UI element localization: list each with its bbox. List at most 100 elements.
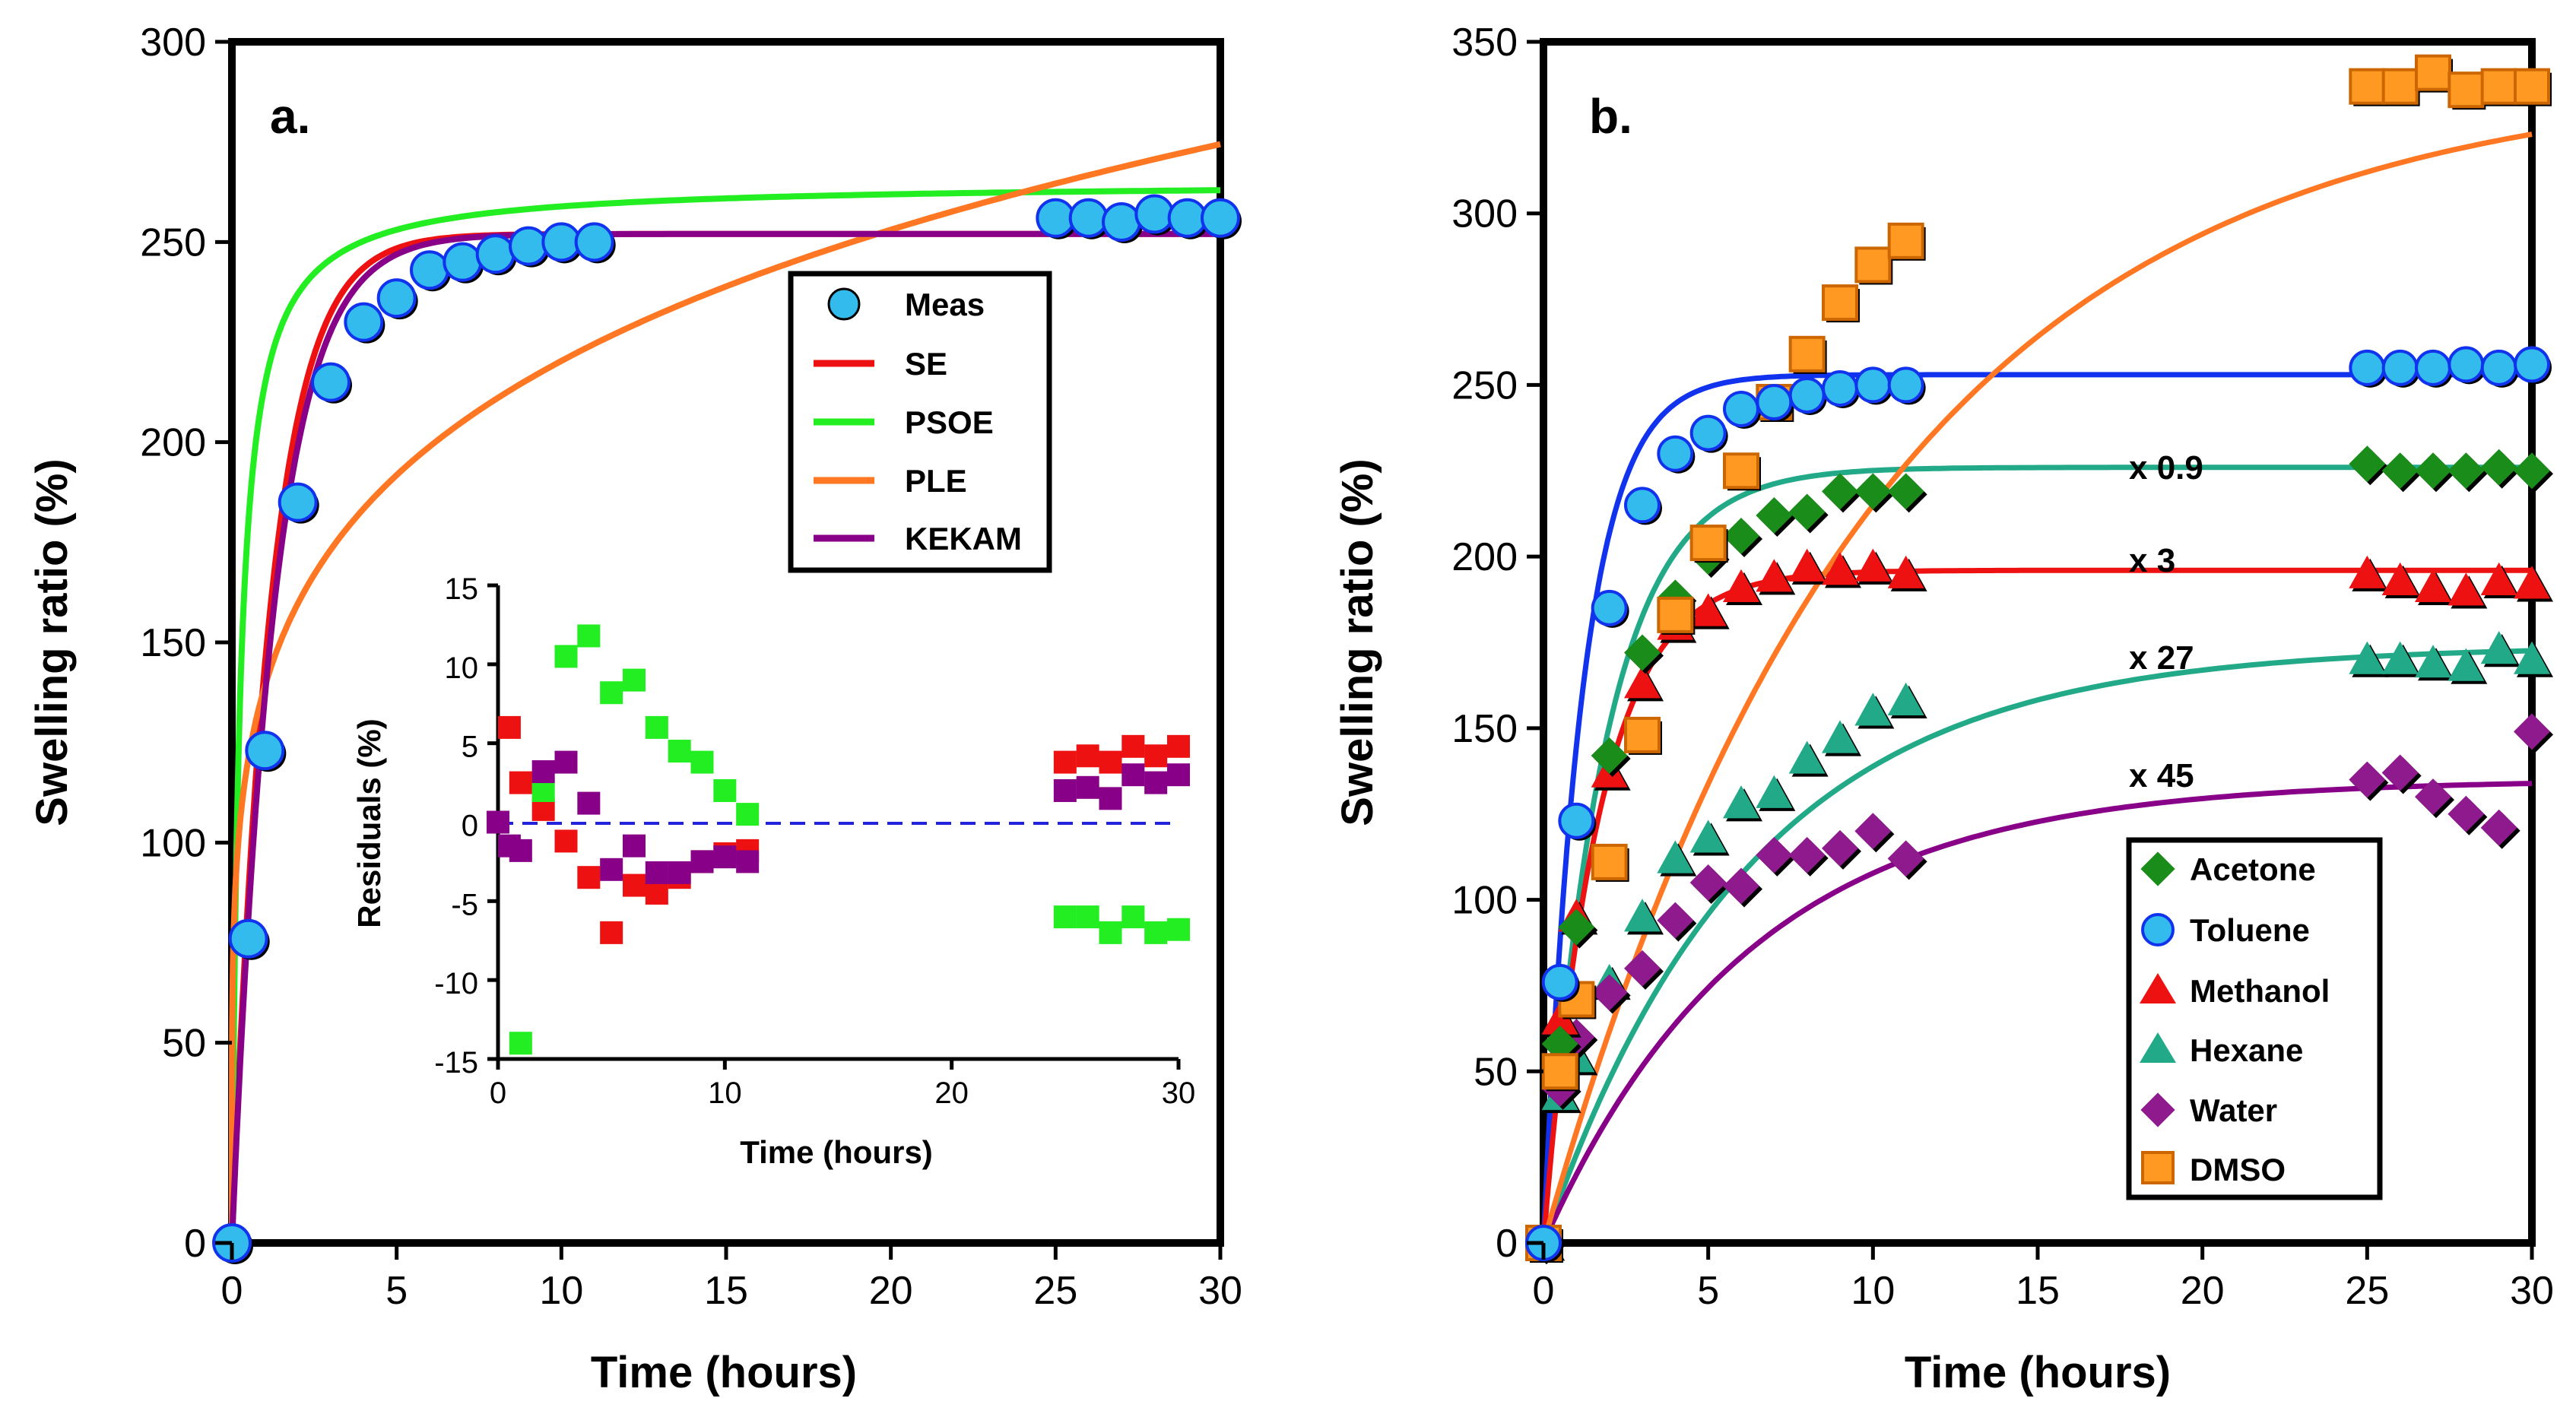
data-point-water bbox=[2381, 754, 2419, 791]
residual-point-psoe bbox=[1053, 905, 1077, 929]
legend-hexane-label: Hexane bbox=[2190, 1032, 2303, 1068]
data-point-hexane bbox=[1822, 720, 1858, 753]
meas-point bbox=[410, 250, 449, 290]
data-point-toluene bbox=[2415, 349, 2451, 386]
data-point-methanol bbox=[1723, 569, 1759, 602]
residual-point-psoe bbox=[736, 803, 760, 826]
panel-b-x-axis-label: Time (hours) bbox=[1905, 1348, 2171, 1397]
data-point-dmso bbox=[1723, 452, 1759, 490]
residual-point-psoe bbox=[577, 624, 601, 648]
fit-curve-psoe bbox=[229, 187, 1221, 1243]
data-point-hexane bbox=[2381, 641, 2419, 674]
panel-b-y-axis-label: Swelling ratio (%) bbox=[1333, 458, 1382, 826]
residual-point-psoe bbox=[509, 1032, 532, 1055]
data-point-water bbox=[2514, 713, 2550, 750]
data-point-hexane bbox=[2415, 645, 2451, 678]
data-point-water bbox=[1788, 836, 1826, 873]
meas-point bbox=[574, 222, 614, 262]
legend-toluene-marker bbox=[2141, 913, 2175, 946]
residual-point-kekam bbox=[645, 861, 668, 884]
data-point-toluene bbox=[2448, 346, 2485, 383]
data-point-methanol bbox=[2415, 569, 2451, 602]
meas-point bbox=[1068, 198, 1109, 238]
data-point-methanol bbox=[1887, 555, 1924, 588]
data-point-hexane bbox=[1854, 693, 1892, 726]
panel-b-data-points bbox=[1525, 54, 2553, 1264]
legend-water-label: Water bbox=[2190, 1092, 2277, 1128]
residual-point-psoe bbox=[1099, 921, 1122, 944]
data-point-water bbox=[1756, 836, 1793, 873]
panel-a-y-axis-label: Swelling ratio (%) bbox=[27, 458, 77, 826]
inset-y-axis-label: Residuals (%) bbox=[351, 718, 387, 927]
meas-point bbox=[1134, 194, 1175, 234]
data-point-toluene bbox=[1723, 391, 1759, 428]
data-point-toluene bbox=[1657, 435, 1694, 472]
meas-point bbox=[509, 226, 548, 266]
legend-meas-marker bbox=[827, 287, 861, 321]
panel-b-x-tick-label: 10 bbox=[1851, 1269, 1895, 1313]
data-point-water bbox=[1591, 974, 1628, 1011]
panel-a-x-axis-label: Time (hours) bbox=[591, 1348, 857, 1397]
meas-point bbox=[1167, 198, 1207, 238]
data-point-dmso bbox=[1854, 246, 1892, 284]
fit-curve-ple bbox=[229, 141, 1221, 1243]
data-point-methanol bbox=[1788, 548, 1826, 582]
data-point-methanol bbox=[2448, 572, 2485, 606]
meas-point bbox=[1201, 198, 1240, 238]
residual-point-kekam bbox=[623, 834, 646, 858]
data-point-dmso bbox=[1822, 284, 1858, 322]
data-point-toluene bbox=[1558, 802, 1595, 839]
fit-curve-dmso bbox=[1540, 132, 2533, 1244]
residual-point-psoe bbox=[623, 668, 646, 692]
legend-meas-label: Meas bbox=[905, 287, 985, 322]
data-point-acetone bbox=[1854, 473, 1892, 510]
data-point-toluene bbox=[1756, 384, 1793, 420]
data-point-acetone bbox=[1591, 737, 1628, 774]
panel-b-fit-curves bbox=[1540, 132, 2533, 1245]
residual-point-se bbox=[623, 873, 646, 897]
residual-point-se bbox=[1076, 744, 1099, 768]
residual-point-kekam bbox=[1144, 771, 1168, 794]
annotation-acetone-scale: x 0.9 bbox=[2129, 449, 2203, 487]
residual-point-psoe bbox=[690, 750, 714, 774]
data-point-acetone bbox=[1822, 473, 1858, 510]
data-point-water bbox=[2349, 761, 2386, 798]
inset-y-tick-label: 5 bbox=[462, 731, 478, 764]
panel-b-x-tick-label: 5 bbox=[1697, 1269, 1719, 1313]
data-point-water bbox=[1657, 902, 1694, 939]
data-point-dmso bbox=[1689, 525, 1727, 562]
data-point-methanol bbox=[2514, 566, 2550, 599]
inset-y-tick-label: -5 bbox=[451, 888, 478, 921]
inset-y-tick-label: 15 bbox=[445, 572, 479, 606]
data-point-hexane bbox=[1887, 682, 1924, 715]
panel-b-y-tick-label: 150 bbox=[1451, 707, 1518, 751]
residual-point-psoe bbox=[1144, 921, 1168, 944]
annotation-water-scale: x 45 bbox=[2129, 757, 2194, 794]
data-point-hexane bbox=[1788, 740, 1826, 774]
meas-point bbox=[228, 918, 268, 959]
panel-b-x-tick-label: 0 bbox=[1533, 1269, 1555, 1313]
inset-x-tick-label: 20 bbox=[934, 1076, 969, 1110]
data-point-dmso bbox=[2514, 68, 2550, 105]
data-point-hexane bbox=[1689, 820, 1727, 853]
residual-point-se bbox=[1053, 750, 1077, 774]
panel-a-y-tick-label: 300 bbox=[140, 21, 206, 65]
residual-point-se bbox=[1121, 734, 1145, 758]
panel-a-y-tick-label: 100 bbox=[140, 821, 206, 865]
legend-methanol-marker bbox=[2140, 973, 2176, 1003]
inset-y-tick-label: -10 bbox=[434, 967, 478, 1000]
legend-se-label: SE bbox=[905, 346, 947, 382]
panel-b-y-tick-label: 50 bbox=[1474, 1050, 1518, 1094]
panel-a-y-tick-label: 50 bbox=[162, 1022, 206, 1066]
residual-point-psoe bbox=[600, 681, 623, 705]
residual-point-psoe bbox=[713, 778, 737, 802]
meas-point bbox=[1102, 202, 1141, 242]
panel-b-x-tick-label: 15 bbox=[2016, 1269, 2060, 1313]
residual-point-kekam bbox=[1121, 763, 1145, 787]
meas-point bbox=[541, 222, 582, 262]
data-point-dmso bbox=[1887, 222, 1924, 259]
